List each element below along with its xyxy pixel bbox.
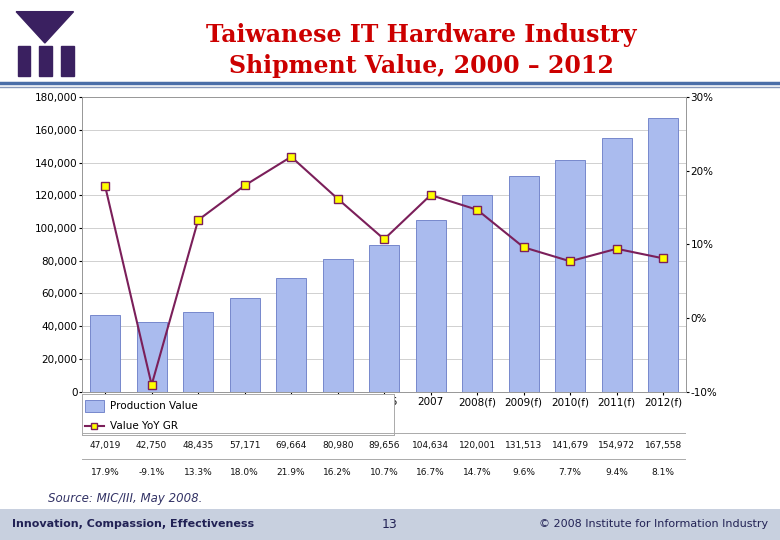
Text: Innovation, Compassion, Effectiveness: Innovation, Compassion, Effectiveness bbox=[12, 519, 254, 529]
Bar bbox=[229, 298, 260, 392]
Text: 141,679: 141,679 bbox=[551, 441, 589, 450]
Text: Shipment Value, 2000 – 2012: Shipment Value, 2000 – 2012 bbox=[229, 55, 614, 78]
Text: 42,750: 42,750 bbox=[136, 441, 167, 450]
Text: Value YoY GR: Value YoY GR bbox=[110, 421, 178, 431]
Bar bbox=[61, 46, 73, 76]
Text: 10.7%: 10.7% bbox=[370, 468, 399, 477]
Bar bbox=[136, 322, 167, 392]
Bar bbox=[509, 177, 539, 392]
Text: 7.7%: 7.7% bbox=[558, 468, 582, 477]
Bar bbox=[40, 46, 52, 76]
Text: 16.7%: 16.7% bbox=[417, 468, 445, 477]
Text: © 2008 Institute for Information Industry: © 2008 Institute for Information Industr… bbox=[539, 519, 768, 529]
Text: 104,634: 104,634 bbox=[412, 441, 449, 450]
Text: 80,980: 80,980 bbox=[322, 441, 353, 450]
Text: 120,001: 120,001 bbox=[459, 441, 496, 450]
Text: 47,019: 47,019 bbox=[90, 441, 121, 450]
Text: Taiwanese IT Hardware Industry: Taiwanese IT Hardware Industry bbox=[206, 23, 636, 47]
Bar bbox=[18, 46, 30, 76]
Text: 131,513: 131,513 bbox=[505, 441, 542, 450]
Bar bbox=[555, 160, 585, 392]
Text: -9.1%: -9.1% bbox=[139, 468, 165, 477]
Bar bbox=[90, 315, 120, 392]
Text: 16.2%: 16.2% bbox=[324, 468, 352, 477]
Text: 9.6%: 9.6% bbox=[512, 468, 535, 477]
Text: 9.4%: 9.4% bbox=[605, 468, 628, 477]
Text: 14.7%: 14.7% bbox=[463, 468, 491, 477]
Text: 21.9%: 21.9% bbox=[277, 468, 306, 477]
Text: 8.1%: 8.1% bbox=[651, 468, 675, 477]
Bar bbox=[183, 312, 213, 392]
Text: 167,558: 167,558 bbox=[644, 441, 682, 450]
Text: Source: MIC/III, May 2008.: Source: MIC/III, May 2008. bbox=[48, 492, 203, 505]
Bar bbox=[369, 245, 399, 392]
FancyBboxPatch shape bbox=[0, 509, 780, 540]
Text: 18.0%: 18.0% bbox=[230, 468, 259, 477]
Bar bbox=[416, 220, 445, 392]
Text: 89,656: 89,656 bbox=[368, 441, 400, 450]
Text: 57,171: 57,171 bbox=[229, 441, 261, 450]
Text: 48,435: 48,435 bbox=[183, 441, 214, 450]
Text: 154,972: 154,972 bbox=[598, 441, 635, 450]
Text: 13: 13 bbox=[382, 518, 398, 531]
Text: 17.9%: 17.9% bbox=[90, 468, 119, 477]
Polygon shape bbox=[16, 12, 73, 43]
Text: 69,664: 69,664 bbox=[275, 441, 307, 450]
Bar bbox=[601, 138, 632, 392]
Text: 13.3%: 13.3% bbox=[184, 468, 212, 477]
Bar bbox=[648, 118, 679, 392]
Bar bbox=[462, 195, 492, 392]
Bar bbox=[85, 400, 104, 413]
Bar bbox=[323, 259, 353, 392]
Bar bbox=[276, 278, 307, 392]
Text: Production Value: Production Value bbox=[110, 401, 198, 411]
